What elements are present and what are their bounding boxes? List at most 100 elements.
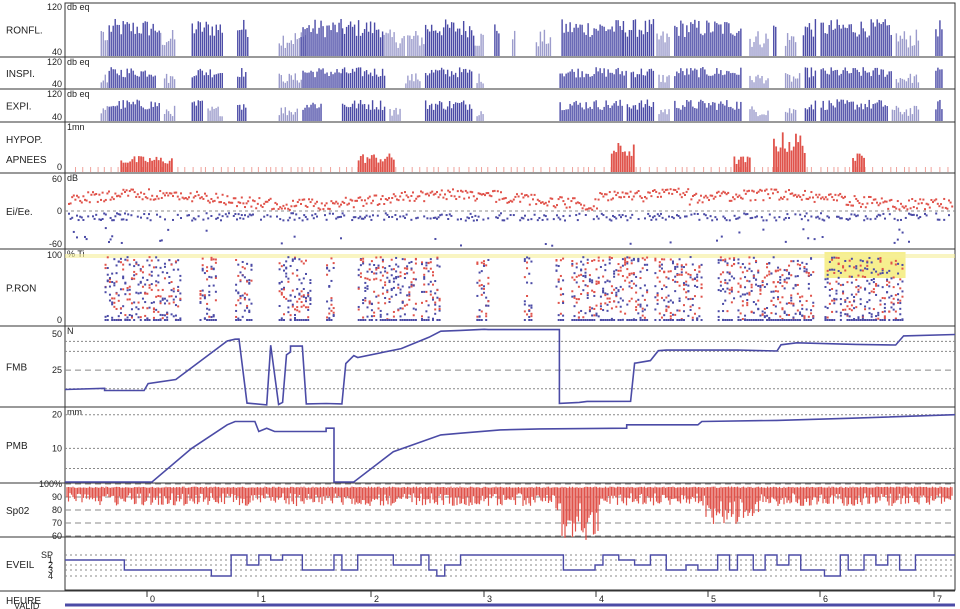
pron-point	[285, 266, 288, 269]
pron-point	[796, 319, 799, 321]
burst-bar	[375, 74, 378, 88]
burst-bar	[601, 109, 603, 121]
pron-point	[280, 280, 283, 283]
pron-point	[285, 260, 288, 263]
pron-point	[155, 319, 158, 321]
ei-point	[388, 197, 390, 200]
pron-point	[381, 319, 384, 321]
burst-bar	[102, 80, 104, 88]
pron-point	[283, 264, 285, 267]
pron-point	[436, 257, 439, 260]
apnea-bar	[164, 163, 167, 172]
burst-bar	[353, 100, 356, 121]
ei-point	[556, 204, 558, 207]
ee-point	[911, 213, 914, 216]
burst-bar	[755, 36, 757, 56]
ee-point	[658, 214, 661, 217]
pron-point	[833, 271, 836, 274]
burst-bar	[607, 69, 609, 88]
pron-point	[152, 316, 155, 319]
burst-bar	[284, 47, 286, 56]
pron-point	[665, 319, 668, 321]
burst-bar	[810, 29, 813, 56]
pron-point	[848, 259, 851, 262]
pron-point	[746, 269, 749, 272]
pron-point	[844, 269, 847, 272]
pron-point	[748, 262, 751, 265]
burst-bar	[134, 74, 136, 88]
burst-bar	[318, 27, 320, 56]
ei-point	[218, 201, 221, 204]
burst-bar	[567, 109, 569, 121]
ei-point	[786, 198, 789, 201]
pron-point	[364, 286, 367, 289]
burst-bar	[462, 20, 465, 56]
ei-point	[448, 191, 451, 194]
ei-point	[80, 201, 83, 204]
pron-point	[597, 256, 600, 259]
pron-point	[595, 282, 598, 285]
pron-point	[280, 288, 283, 291]
burst-bar	[642, 75, 645, 88]
ei-point	[207, 199, 210, 202]
pron-point	[381, 292, 384, 295]
pron-point	[172, 298, 175, 301]
pron-point	[757, 307, 760, 310]
burst-bar	[211, 106, 213, 121]
burst-bar	[436, 32, 439, 56]
ei-point	[108, 190, 110, 193]
pron-point	[678, 273, 681, 276]
burst-bar	[710, 32, 712, 56]
burst-bar	[650, 68, 653, 88]
burst-bar	[114, 69, 116, 88]
pron-point	[755, 259, 758, 262]
pron-point	[617, 263, 620, 266]
pron-point	[826, 319, 829, 321]
burst-bar	[714, 102, 716, 121]
pron-point	[837, 262, 840, 265]
burst-bar	[217, 106, 219, 121]
burst-bar	[664, 42, 666, 56]
pron-point	[621, 318, 624, 321]
ei-point	[735, 193, 738, 196]
burst-bar	[846, 28, 848, 56]
pron-point	[872, 268, 875, 271]
pron-point	[626, 268, 629, 271]
pron-point	[305, 296, 307, 299]
pron-point	[737, 282, 740, 285]
pron-point	[848, 300, 851, 303]
pron-point	[298, 293, 301, 296]
pron-point	[370, 309, 373, 312]
ee-point	[108, 241, 110, 244]
ei-point	[799, 195, 802, 198]
ee-point	[101, 217, 104, 220]
pron-point	[111, 281, 114, 284]
ei-point	[624, 192, 627, 195]
burst-bar	[615, 20, 617, 57]
pron-point	[835, 280, 838, 283]
pron-point	[366, 270, 369, 273]
ei-point	[117, 194, 120, 197]
pron-point	[150, 274, 153, 277]
pron-point	[835, 256, 838, 259]
pron-point	[201, 289, 204, 292]
pron-point	[575, 319, 578, 321]
pron-point	[291, 289, 294, 292]
burst-bar	[890, 34, 892, 56]
ee-point	[509, 214, 512, 217]
ei-point	[252, 199, 254, 202]
burst-bar	[732, 72, 734, 88]
burst-bar	[561, 73, 563, 88]
pron-point	[128, 319, 131, 321]
pron-point	[861, 315, 864, 318]
burst-bar	[140, 106, 142, 121]
burst-bar	[591, 76, 593, 88]
apnea-tick	[257, 167, 259, 172]
pron-point	[591, 279, 594, 282]
burst-bar	[834, 107, 836, 121]
burst-bar	[128, 23, 130, 56]
burst-bar	[634, 105, 637, 121]
ee-point	[239, 217, 242, 220]
pron-point	[438, 309, 441, 312]
pron-point	[573, 272, 576, 275]
